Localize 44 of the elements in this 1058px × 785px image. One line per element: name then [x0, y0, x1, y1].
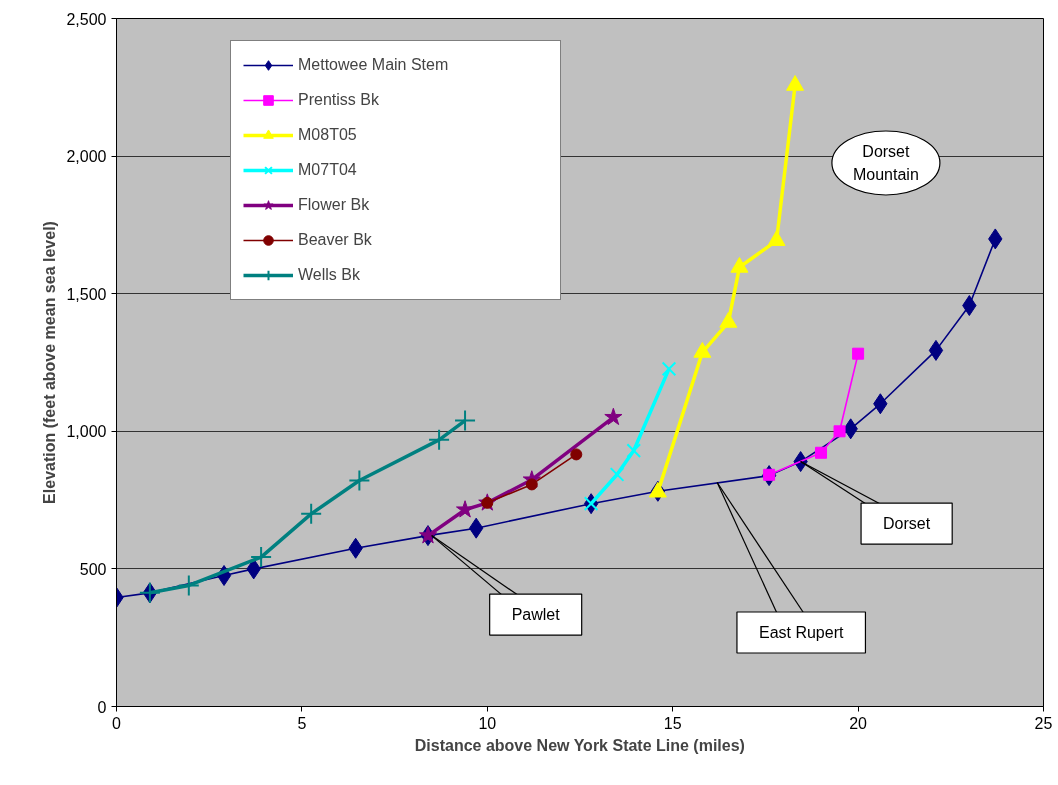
point: [626, 443, 642, 458]
legend-label: M08T05: [298, 125, 358, 145]
y-tick-label: 2,500: [66, 10, 107, 28]
y-tick-label: 1,500: [66, 285, 107, 303]
point: [719, 312, 738, 328]
annotation: East Rupert: [758, 623, 844, 641]
legend-label: Flower Bk: [298, 195, 371, 215]
point: [815, 446, 828, 459]
x-axis-title: Distance above New York State Line (miles): [414, 736, 745, 754]
annotation: Dorset Mountain: [853, 143, 919, 183]
point: [428, 428, 451, 451]
point: [833, 425, 846, 438]
legend-label: Wells Bk: [298, 265, 361, 285]
legend-label: Mettowee Main Stem: [298, 55, 450, 75]
x-tick-label: 5: [297, 714, 307, 732]
x-tick-label: 20: [849, 714, 868, 732]
x-tick-label: 15: [663, 714, 682, 732]
point: [300, 502, 323, 525]
point: [928, 339, 944, 361]
annotation: Pawlet: [511, 606, 561, 624]
point: [786, 75, 805, 91]
legend-label: Beaver Bk: [298, 230, 373, 250]
point: [177, 574, 200, 597]
point: [604, 407, 623, 426]
point: [852, 347, 865, 360]
point: [661, 361, 677, 377]
y-tick-label: 500: [79, 560, 107, 578]
point: [693, 342, 712, 358]
point: [454, 409, 477, 432]
legend-label: Prentiss Bk: [298, 90, 380, 110]
y-axis-title: Elevation (feet above mean sea level): [41, 221, 59, 504]
annotation: Dorset: [883, 515, 931, 533]
point: [730, 256, 749, 273]
y-tick-label: 2,000: [66, 148, 107, 166]
x-tick-label: 10: [478, 714, 497, 732]
point: [348, 469, 371, 492]
point: [250, 546, 273, 569]
x-tick-label: 0: [112, 714, 122, 732]
x-tick-label: 25: [1034, 714, 1053, 732]
y-tick-label: 0: [97, 698, 107, 716]
point: [767, 230, 786, 246]
y-tick-label: 1,000: [66, 423, 107, 441]
point: [570, 448, 583, 461]
legend-label: M07T04: [298, 160, 358, 180]
